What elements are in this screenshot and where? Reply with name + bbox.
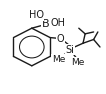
Text: OH: OH <box>51 19 66 28</box>
Text: Me: Me <box>71 58 84 67</box>
Text: HO: HO <box>29 10 44 20</box>
Text: Si: Si <box>66 45 75 55</box>
Text: Me: Me <box>52 55 65 64</box>
Text: B: B <box>42 19 49 29</box>
Text: O: O <box>57 34 65 44</box>
